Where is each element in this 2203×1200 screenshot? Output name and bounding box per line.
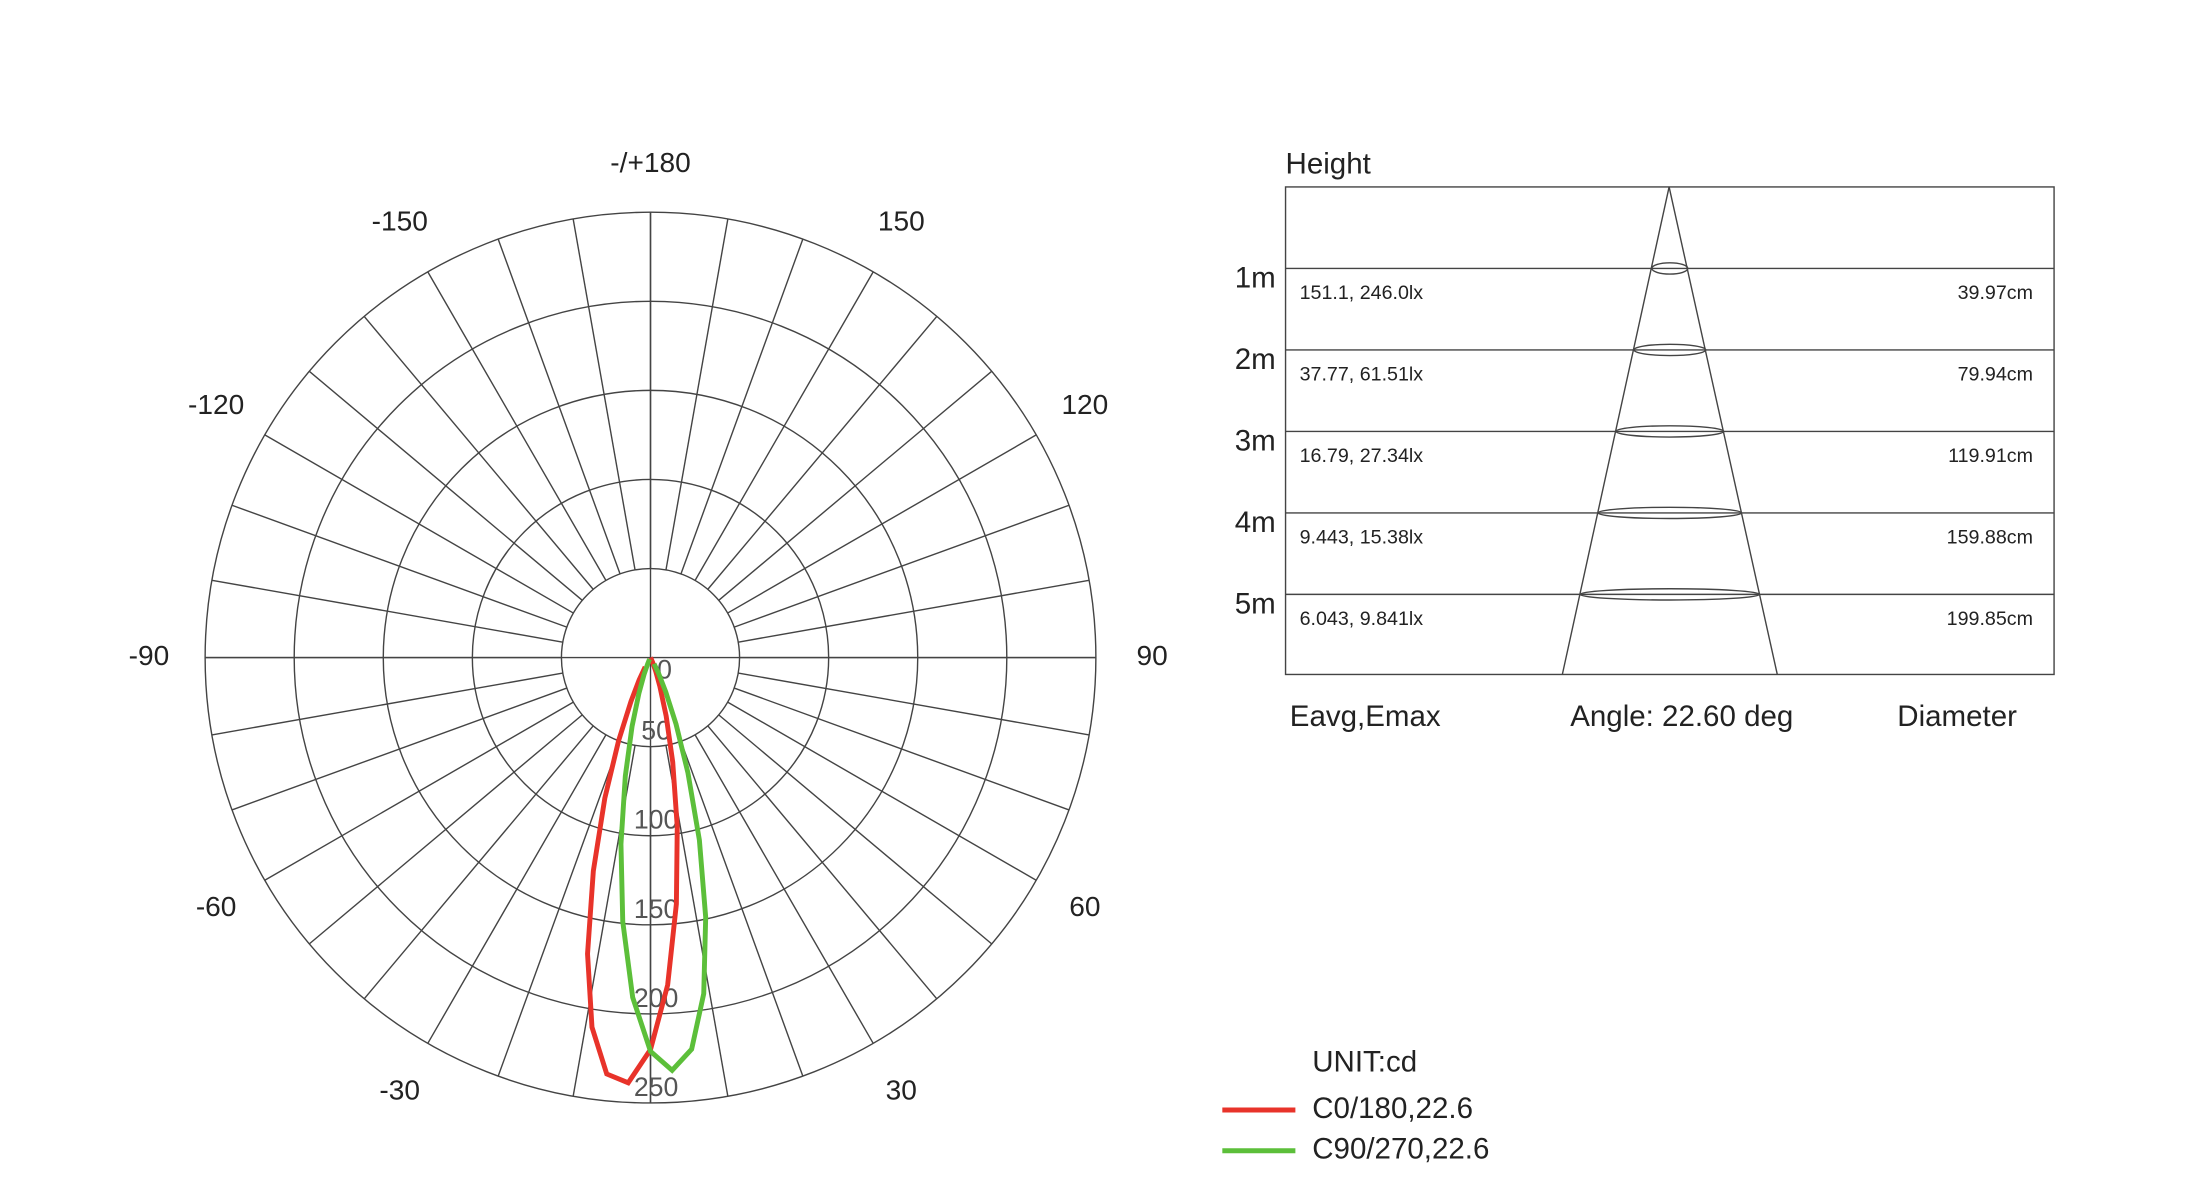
angle-tick-label: -30 [379, 1074, 420, 1105]
beam-ellipse [1651, 262, 1689, 275]
r-tick-label: 250 [634, 1072, 679, 1102]
ring [382, 389, 919, 926]
legend-label: C0/180,22.6 [1312, 1092, 1473, 1125]
angle-tick-label: -90 [129, 640, 170, 671]
intensity-curve [618, 658, 709, 1074]
legend-label: C90/270,22.6 [1312, 1133, 1489, 1166]
unit-label: UNIT:cd [1312, 1045, 1417, 1078]
diameter-value: 79.94cm [1958, 363, 2033, 385]
angle-tick-label: 150 [878, 206, 925, 237]
beam-ellipse [1633, 343, 1707, 357]
beam-ellipse [1615, 425, 1725, 438]
lux-value: 37.77, 61.51lx [1300, 363, 1424, 385]
angle-tick-label: -60 [196, 891, 237, 922]
lux-value: 16.79, 27.34lx [1300, 445, 1424, 467]
angle-tick-label: 30 [886, 1074, 917, 1105]
height-value: 5m [1235, 587, 1276, 620]
footer-label: Eavg,Emax [1290, 700, 1441, 733]
angle-tick-label: 90 [1136, 640, 1167, 671]
beam-table: Height Eavg,Emax Angle: 22.60 deg Diamet… [1235, 148, 2055, 733]
diameter-value: 119.91cm [1948, 445, 2033, 467]
lux-value: 151.1, 246.0lx [1300, 282, 1424, 304]
height-value: 3m [1235, 424, 1276, 457]
diameter-value: 199.85cm [1947, 608, 2033, 630]
angle-tick-label: -/+180 [610, 147, 690, 178]
footer-label: Diameter [1897, 700, 2017, 733]
lux-value: 9.443, 15.38lx [1300, 526, 1424, 548]
angle-tick-label: 60 [1069, 891, 1100, 922]
r-tick-label: 200 [634, 983, 679, 1013]
height-value: 4m [1235, 506, 1276, 539]
r-tick-label: 150 [634, 894, 679, 924]
diameter-value: 159.88cm [1947, 526, 2033, 548]
height-value: 2m [1235, 343, 1276, 376]
beam-ellipse [1579, 588, 1761, 601]
height-value: 1m [1235, 261, 1276, 294]
ring [471, 478, 830, 837]
angle-tick-label: -150 [372, 206, 428, 237]
angle-tick-label: 120 [1061, 389, 1108, 420]
beam-ellipse [1597, 506, 1743, 520]
r-tick-label: 100 [634, 805, 679, 835]
footer-label: Angle: 22.60 deg [1570, 700, 1793, 733]
angle-tick-label: -120 [188, 389, 244, 420]
ring [560, 567, 741, 748]
lux-value: 6.043, 9.841lx [1300, 608, 1424, 630]
height-label: Height [1286, 148, 1371, 181]
diameter-value: 39.97cm [1958, 282, 2033, 304]
ring [204, 211, 1097, 1104]
ring [293, 300, 1008, 1015]
